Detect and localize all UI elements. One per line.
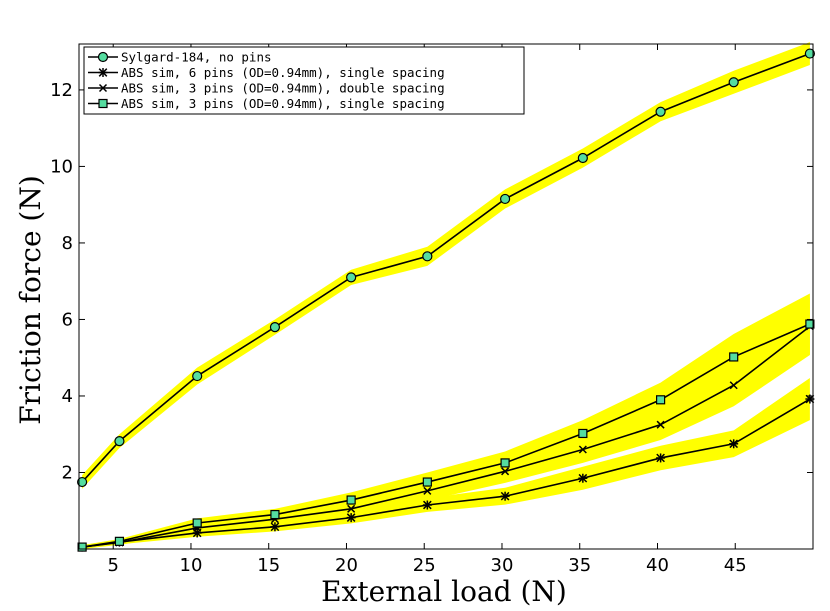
marker-series-3-point-7 — [578, 428, 588, 439]
marker-series-0-point-2 — [192, 370, 203, 382]
marker-series-3-point-4 — [346, 495, 356, 505]
x-tick-label-8: 45 — [724, 555, 747, 576]
y-tick-label-4: 10 — [50, 156, 73, 177]
marker-series-2-point-5-stroke-b — [423, 486, 432, 495]
marker-series-2-point-7-stroke-b — [578, 445, 587, 454]
y-tick-label-2: 6 — [62, 309, 73, 330]
marker-series-3-point-0 — [77, 542, 87, 552]
legend-label-1: ABS sim, 6 pins (OD=0.94mm), single spac… — [121, 65, 445, 80]
marker-series-2-point-7 — [578, 445, 587, 454]
x-tick-label-3: 20 — [335, 555, 358, 576]
marker-series-0-point-5 — [422, 251, 433, 262]
marker-series-0-point-7 — [577, 152, 588, 164]
y-axis-title: Friction force (N) — [14, 175, 47, 425]
legend-marker-0 — [97, 51, 109, 63]
marker-series-1-point-8 — [656, 453, 666, 463]
marker-series-2-point-9 — [729, 381, 738, 390]
legend-marker-2 — [98, 83, 108, 93]
marker-series-0-point-10 — [804, 48, 815, 59]
confidence-bands — [82, 42, 810, 549]
marker-series-0-point-6 — [499, 193, 511, 205]
legend-marker-2-stroke-b — [98, 83, 108, 93]
marker-series-2-point-6 — [501, 467, 510, 476]
marker-series-3-point-1 — [114, 536, 125, 546]
marker-series-1-point-6 — [500, 491, 510, 501]
x-tick-label-0: 5 — [107, 555, 118, 576]
y-tick-label-5: 12 — [50, 80, 73, 101]
marker-series-3-point-3 — [270, 509, 280, 520]
marker-series-1-point-4 — [346, 513, 356, 523]
marker-series-0-point-1 — [114, 436, 125, 447]
x-tick-label-1: 10 — [180, 555, 203, 576]
marker-series-3-point-10 — [805, 319, 815, 329]
marker-series-2-point-8-stroke-b — [656, 420, 665, 429]
marker-series-2-point-4 — [347, 504, 356, 513]
legend-label-0: Sylgard-184, no pins — [121, 50, 272, 65]
legend-label-3: ABS sim, 3 pins (OD=0.94mm), single spac… — [121, 96, 445, 111]
y-tick-label-3: 8 — [62, 233, 73, 254]
marker-series-3-point-6 — [500, 458, 510, 468]
legend-marker-1 — [98, 68, 108, 77]
marker-series-3-point-8 — [656, 395, 666, 405]
x-tick-label-4: 25 — [413, 555, 436, 576]
marker-series-3-point-5 — [422, 477, 432, 487]
x-tick-label-2: 15 — [257, 555, 280, 576]
y-axis-ticks: 2 4 6 8 10 12 — [50, 80, 813, 483]
marker-series-3-point-9 — [729, 352, 739, 362]
x-axis-ticks: 5 10 15 20 25 30 35 40 45 — [107, 44, 747, 576]
series-markers — [77, 48, 815, 552]
y-tick-label-0: 2 — [62, 462, 73, 483]
marker-series-1-point-3 — [270, 522, 280, 532]
marker-series-2-point-6-stroke-b — [501, 467, 510, 476]
band-series-0 — [82, 42, 810, 489]
marker-series-1-point-7 — [578, 473, 588, 483]
plot-frame — [78, 43, 814, 550]
marker-series-1-point-2 — [192, 528, 202, 538]
legend-label-2: ABS sim, 3 pins (OD=0.94mm), double spac… — [121, 81, 445, 96]
x-axis-title: External load (N) — [321, 575, 567, 608]
y-tick-label-1: 4 — [62, 386, 73, 407]
legend-marker-3 — [98, 98, 108, 109]
x-tick-label-5: 30 — [491, 555, 514, 576]
marker-series-2-point-5 — [423, 486, 432, 495]
marker-series-2-point-4-stroke-b — [347, 504, 356, 513]
marker-series-0-point-9 — [728, 77, 739, 88]
marker-series-3-point-2 — [192, 518, 202, 528]
legend-box — [83, 46, 525, 115]
marker-series-0-point-3 — [269, 322, 281, 333]
band-series-2 — [82, 297, 810, 549]
x-tick-label-6: 35 — [568, 555, 591, 576]
marker-series-1-point-5 — [422, 500, 432, 510]
marker-series-2-point-9-stroke-b — [729, 381, 738, 390]
marker-series-0-point-4 — [346, 272, 357, 283]
marker-series-1-point-9 — [729, 439, 739, 449]
band-series-1 — [82, 377, 810, 549]
marker-series-0-point-0 — [77, 476, 88, 488]
marker-series-2-point-8 — [656, 420, 665, 429]
x-tick-label-7: 40 — [646, 555, 669, 576]
marker-series-0-point-8 — [655, 106, 666, 117]
